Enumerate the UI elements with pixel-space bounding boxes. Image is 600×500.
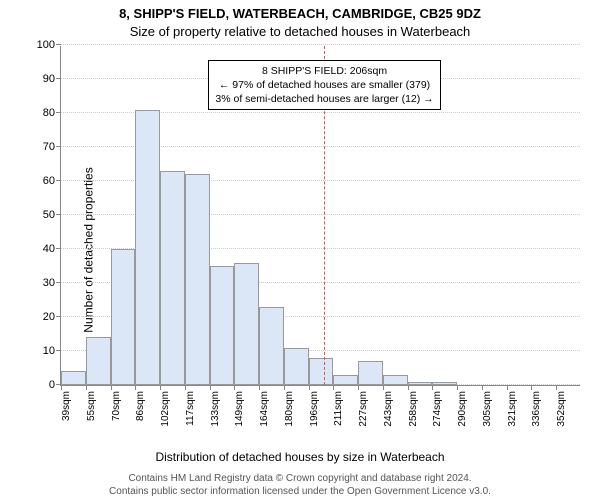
xtick-label: 102sqm (160, 391, 171, 427)
gridline (61, 44, 580, 45)
xtick-mark (383, 385, 384, 390)
ytick-label: 90 (43, 73, 61, 85)
ytick-label: 40 (43, 243, 61, 255)
ytick-label: 20 (43, 311, 61, 323)
annotation-line: ← 97% of detached houses are smaller (37… (215, 78, 433, 92)
ytick-label: 50 (43, 209, 61, 221)
annotation-box: 8 SHIPP'S FIELD: 206sqm← 97% of detached… (208, 60, 440, 111)
xtick-mark (358, 385, 359, 390)
histogram-bar (61, 371, 86, 385)
histogram-bar (383, 375, 408, 385)
xtick-mark (309, 385, 310, 390)
plot-area: 010203040506070809010039sqm55sqm70sqm86s… (60, 46, 580, 386)
xtick-mark (457, 385, 458, 390)
histogram-bar (135, 110, 160, 385)
xtick-label: 305sqm (482, 391, 493, 427)
xtick-mark (432, 385, 433, 390)
xtick-mark (284, 385, 285, 390)
histogram-bar (333, 375, 358, 385)
ytick-label: 30 (43, 277, 61, 289)
xtick-mark (259, 385, 260, 390)
xtick-label: 133sqm (210, 391, 221, 427)
ytick-label: 80 (43, 107, 61, 119)
xtick-mark (333, 385, 334, 390)
histogram-bar (259, 307, 284, 385)
xtick-mark (408, 385, 409, 390)
footer-line-2: Contains public sector information licen… (0, 486, 600, 499)
x-axis-label: Distribution of detached houses by size … (0, 450, 600, 464)
xtick-label: 55sqm (86, 391, 97, 421)
xtick-label: 211sqm (333, 391, 344, 426)
xtick-mark (135, 385, 136, 390)
xtick-label: 258sqm (408, 391, 419, 427)
histogram-bar (185, 174, 210, 385)
histogram-bar (358, 361, 383, 385)
ytick-label: 60 (43, 175, 61, 187)
histogram-bar (408, 382, 433, 385)
xtick-mark (507, 385, 508, 390)
xtick-label: 39sqm (61, 391, 72, 421)
chart-subtitle: Size of property relative to detached ho… (0, 24, 600, 39)
xtick-label: 352sqm (556, 391, 567, 427)
xtick-label: 164sqm (259, 391, 270, 427)
ytick-label: 70 (43, 141, 61, 153)
xtick-mark (185, 385, 186, 390)
xtick-label: 117sqm (185, 391, 196, 426)
histogram-bar (210, 266, 235, 385)
xtick-label: 243sqm (383, 391, 394, 427)
xtick-mark (210, 385, 211, 390)
footer-line-1: Contains HM Land Registry data © Crown c… (0, 473, 600, 486)
chart-footer: Contains HM Land Registry data © Crown c… (0, 473, 600, 498)
xtick-mark (234, 385, 235, 390)
annotation-line: 8 SHIPP'S FIELD: 206sqm (215, 64, 433, 78)
xtick-label: 290sqm (457, 391, 468, 427)
xtick-mark (482, 385, 483, 390)
xtick-label: 86sqm (135, 391, 146, 421)
ytick-label: 0 (49, 379, 61, 391)
histogram-bar (86, 337, 111, 385)
xtick-mark (556, 385, 557, 390)
xtick-label: 70sqm (111, 391, 122, 421)
histogram-bar (309, 358, 334, 385)
xtick-mark (111, 385, 112, 390)
xtick-label: 227sqm (358, 391, 369, 427)
xtick-mark (61, 385, 62, 390)
xtick-mark (531, 385, 532, 390)
histogram-bar (111, 249, 136, 385)
ytick-label: 100 (37, 39, 61, 51)
histogram-bar (234, 263, 259, 385)
xtick-mark (86, 385, 87, 390)
xtick-label: 274sqm (432, 391, 443, 427)
histogram-bar (432, 382, 457, 385)
ytick-label: 10 (43, 345, 61, 357)
xtick-label: 196sqm (309, 391, 320, 427)
xtick-label: 180sqm (284, 391, 295, 427)
annotation-line: 3% of semi-detached houses are larger (1… (215, 92, 433, 106)
histogram-bar (284, 348, 309, 385)
xtick-label: 336sqm (531, 391, 542, 427)
xtick-label: 149sqm (234, 391, 245, 427)
chart-title-address: 8, SHIPP'S FIELD, WATERBEACH, CAMBRIDGE,… (0, 6, 600, 21)
xtick-mark (160, 385, 161, 390)
xtick-label: 321sqm (507, 391, 518, 427)
histogram-bar (160, 171, 185, 385)
